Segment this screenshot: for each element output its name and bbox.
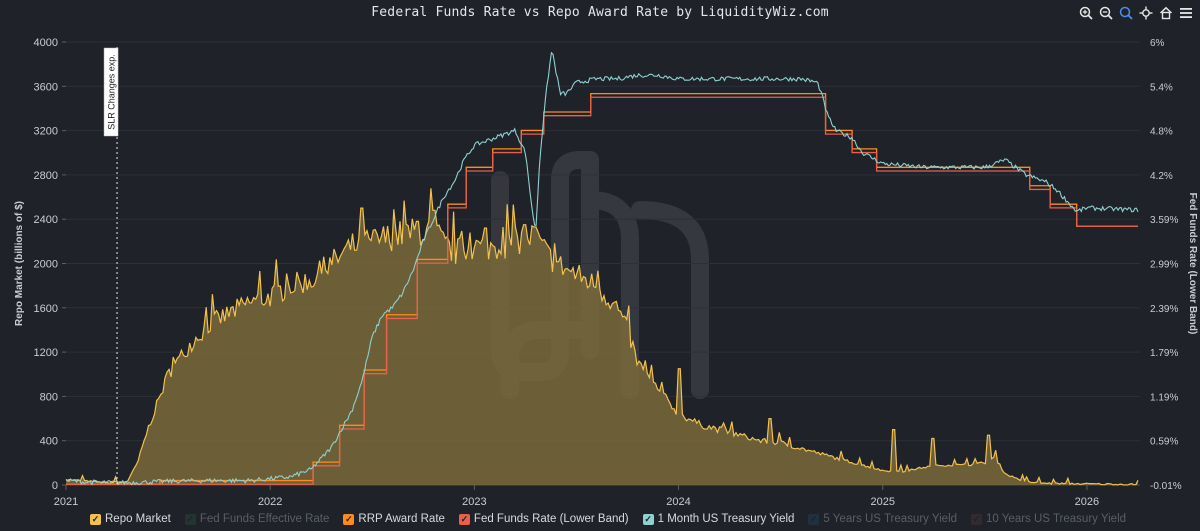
y-axis-title: Repo Market (billions of $) [14,201,25,326]
slr-annotation-box [103,47,119,137]
legend-checkbox-icon: ✓ [90,513,101,525]
chart-toolbar [1078,5,1194,21]
legend-item[interactable]: ✓ Fed Funds Rate (Lower Band) [458,513,629,525]
y-tick-label: 1600 [34,303,58,315]
y2-axis-title: Fed Funds Rate (Lower Band) [1187,193,1198,335]
y-tick-label: 2800 [34,170,58,182]
fed-funds-lower-band-line [66,96,1138,485]
legend-checkbox-icon: ✓ [184,513,196,525]
y2-tick-label: 0.59% [1150,437,1178,448]
legend-item[interactable]: ✓ 5 Years US Treasury Yield [808,513,957,525]
x-tick-label: 2021 [54,496,78,508]
legend-label: Fed Funds Effective Rate [199,513,330,525]
legend-label: RRP Award Rate [358,513,445,525]
y-tick-label: 3600 [34,81,58,93]
one-month-treasury-line [65,51,1139,486]
zoom-in-icon[interactable] [1078,5,1094,21]
repo-market-area [66,188,1138,486]
y-tick-label: 2000 [34,259,58,271]
y2-tick-label: 5.4% [1150,82,1173,93]
legend-checkbox-icon: ✓ [343,513,355,525]
legend-item[interactable]: ✓ RRP Award Rate [343,513,445,525]
home-icon[interactable] [1158,5,1174,21]
y2-tick-label: -0.01% [1150,481,1182,492]
legend-checkbox-icon: ✓ [458,513,470,525]
x-tick-label: 2024 [666,496,690,508]
y2-tick-label: 1.19% [1150,392,1178,403]
zoom-select-icon[interactable] [1118,5,1134,21]
y-tick-label: 2400 [34,214,58,226]
chart-title: Federal Funds Rate vs Repo Award Rate by… [371,5,829,20]
x-tick-label: 2023 [462,496,486,508]
legend-label: Repo Market [105,513,171,525]
legend-item[interactable]: ✓ Repo Market [90,513,171,525]
watermark-stroke [631,201,709,399]
legend-item[interactable]: ✓ 1 Month US Treasury Yield [642,513,795,525]
y2-tick-label: 4.8% [1150,127,1173,138]
x-tick-label: 2025 [870,496,894,508]
y-tick-label: 400 [40,436,58,448]
y-tick-label: 1200 [34,347,58,359]
legend-item[interactable]: ✓ 10 Years US Treasury Yield [971,513,1126,525]
y-tick-label: 800 [40,391,58,403]
x-tick-label: 2022 [258,496,282,508]
slr-annotation-label: SLR Changes exp. [107,54,117,130]
y-tick-label: 3200 [34,126,58,138]
watermark-stroke [581,191,639,399]
legend-checkbox-icon: ✓ [971,513,983,525]
zoom-out-icon[interactable] [1098,5,1114,21]
legend-label: Fed Funds Rate (Lower Band) [473,513,629,525]
chart-legend: ✓ Repo Market ✓ Fed Funds Effective Rate ✓ RR… [90,513,1140,525]
legend-label: 5 Years US Treasury Yield [823,513,958,525]
menu-icon[interactable] [1178,5,1194,21]
y2-tick-label: 3.59% [1150,215,1178,226]
y2-tick-label: 4.2% [1150,171,1173,182]
y2-tick-label: 6% [1150,38,1165,49]
y2-tick-label: 1.79% [1150,348,1178,359]
pan-icon[interactable] [1138,5,1154,21]
legend-checkbox-icon: ✓ [642,513,654,525]
y-tick-label: 4000 [34,37,58,49]
legend-label: 10 Years US Treasury Yield [986,513,1127,525]
y2-tick-label: 2.39% [1150,304,1178,315]
legend-checkbox-icon: ✓ [808,513,820,525]
legend-item[interactable]: ✓ Fed Funds Effective Rate [184,513,330,525]
x-tick-label: 2026 [1075,496,1099,508]
y-tick-label: 0 [52,480,58,492]
legend-label: 1 Month US Treasury Yield [657,513,795,525]
y2-tick-label: 2.99% [1150,260,1178,271]
repo-market-line [65,188,1139,486]
